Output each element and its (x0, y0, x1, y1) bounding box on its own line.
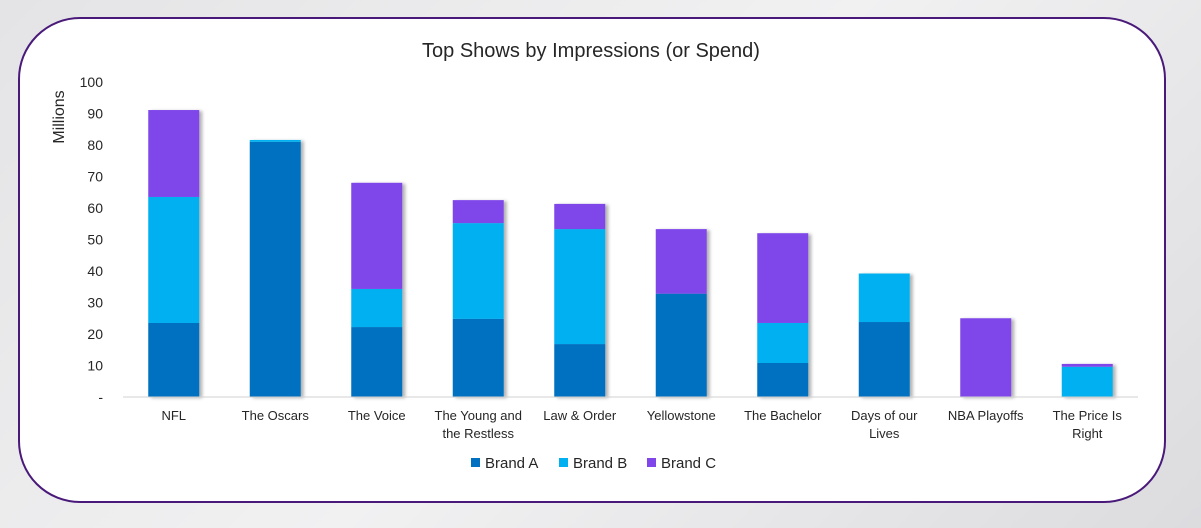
bar-segment (148, 322, 200, 397)
x-tick-label: The Voice (348, 408, 406, 423)
x-tick-label: NFL (161, 408, 186, 423)
y-tick-label: 100 (80, 74, 104, 90)
y-tick-label: 80 (87, 137, 103, 153)
chart-title: Top Shows by Impressions (or Spend) (422, 40, 760, 62)
legend-swatch (471, 458, 480, 467)
legend-item: Brand A (471, 455, 538, 472)
legend-item: Brand C (647, 455, 716, 472)
bar-stack (554, 203, 606, 397)
y-tick-label: 70 (87, 169, 103, 185)
y-tick-label: 10 (87, 358, 103, 374)
bar-segment (351, 327, 403, 397)
legend-label: Brand C (661, 455, 716, 472)
bar-segment (148, 110, 200, 197)
bar-stack (351, 182, 403, 397)
y-tick-label: 20 (87, 326, 103, 342)
y-tick-label: 40 (87, 263, 103, 279)
y-tick-label: 60 (87, 200, 103, 216)
x-tick-label: The Bachelor (744, 408, 822, 423)
bar-segment (351, 288, 403, 328)
bar-segment (249, 139, 301, 142)
bar-segment (249, 141, 301, 397)
x-tick-label: Law & Order (543, 408, 617, 423)
bar-segment (858, 273, 910, 323)
bar-segment (351, 182, 403, 289)
x-tick-label: Lives (869, 426, 900, 441)
bar-segment (148, 196, 200, 323)
bar-segment (655, 229, 707, 294)
x-tick-label: The Young and (435, 408, 522, 423)
bar-segment (1061, 366, 1113, 397)
bar-segment (452, 223, 504, 319)
x-tick-label: Days of our (851, 408, 918, 423)
bar-segment (757, 362, 809, 397)
bar-stack (148, 110, 200, 397)
y-tick-label: 90 (87, 106, 103, 122)
bar-segment (655, 293, 707, 397)
legend-swatch (559, 458, 568, 467)
x-tick-label: The Price Is (1053, 408, 1123, 423)
bar-segment (554, 344, 606, 397)
bar-stack (249, 139, 301, 397)
legend-swatch (647, 458, 656, 467)
bar-stack (655, 229, 707, 397)
y-axis-label: Millions (51, 90, 68, 143)
x-tick-label: Yellowstone (647, 408, 716, 423)
x-tick-label: The Oscars (242, 408, 310, 423)
bar-stack (452, 200, 504, 397)
bar-stack (960, 318, 1012, 397)
bar-segment (452, 318, 504, 397)
bar-segment (960, 318, 1012, 397)
bar-segment (554, 203, 606, 230)
bar-stack (1061, 363, 1113, 397)
bar-segment (1061, 363, 1113, 367)
y-tick-label: - (98, 389, 103, 405)
x-tick-label: the Restless (442, 426, 514, 441)
y-tick-label: 30 (87, 295, 103, 311)
bar-stack (757, 233, 809, 397)
y-tick-label: 50 (87, 232, 103, 248)
bar-segment (858, 322, 910, 397)
bar-segment (452, 200, 504, 224)
bar-stack (858, 273, 910, 397)
x-tick-label: NBA Playoffs (948, 408, 1024, 423)
bar-segment (554, 229, 606, 345)
bar-segment (757, 233, 809, 323)
legend-label: Brand B (573, 455, 627, 472)
legend-label: Brand A (485, 455, 538, 472)
x-tick-label: Right (1072, 426, 1103, 441)
bar-segment (757, 322, 809, 363)
legend-item: Brand B (559, 455, 627, 472)
